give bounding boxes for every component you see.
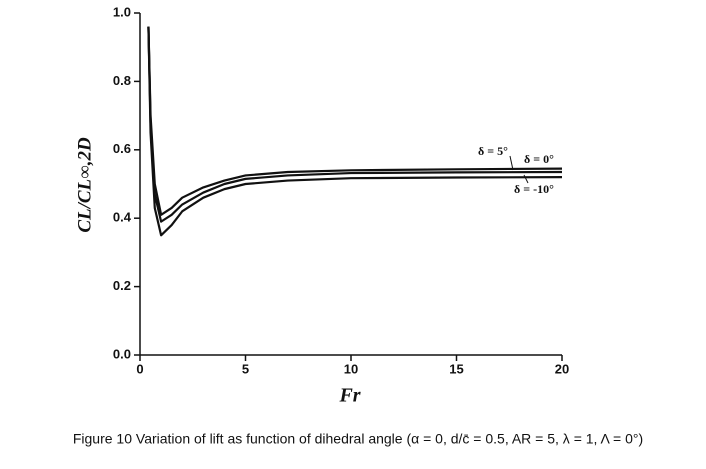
series-label: δ = 0° xyxy=(524,152,554,166)
x-tick-label: 10 xyxy=(344,361,358,376)
x-tick-label: 15 xyxy=(449,361,463,376)
x-tick-label: 0 xyxy=(136,361,143,376)
y-tick-label: 1.0 xyxy=(113,4,131,19)
y-axis-label: CL/CL∞,2D xyxy=(74,137,95,233)
caption: Figure 10 Variation of lift as function … xyxy=(73,431,643,447)
y-tick-label: 0.4 xyxy=(113,210,132,225)
leader-line xyxy=(509,155,514,171)
x-tick-label: 20 xyxy=(555,361,569,376)
series-line xyxy=(147,26,563,223)
x-tick-label: 5 xyxy=(242,361,249,376)
y-tick-label: 0.6 xyxy=(113,141,131,156)
x-axis-label: Fr xyxy=(338,385,360,407)
y-tick-label: 0.2 xyxy=(113,278,131,293)
series-label: δ = 5° xyxy=(478,144,508,158)
series-line xyxy=(147,26,563,237)
series-label: δ = -10° xyxy=(514,182,554,196)
y-tick-label: 0.0 xyxy=(113,346,131,361)
y-tick-label: 0.8 xyxy=(113,73,131,88)
series-line xyxy=(147,26,563,216)
